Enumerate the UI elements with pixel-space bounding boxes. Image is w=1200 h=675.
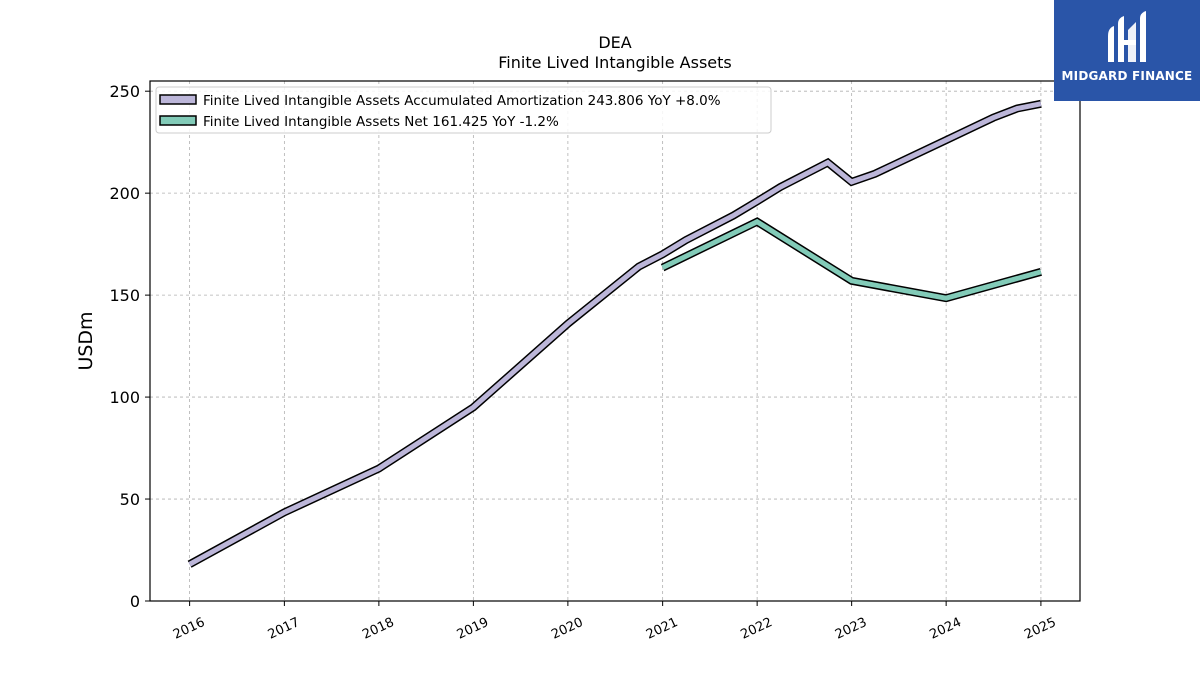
- data-point: [991, 116, 995, 120]
- y-tick-label: 0: [130, 592, 140, 611]
- data-point: [684, 238, 688, 242]
- legend-label: Finite Lived Intangible Assets Net 161.4…: [203, 114, 559, 130]
- x-tick-label: 2017: [266, 615, 302, 643]
- y-tick-label: 50: [120, 490, 140, 509]
- data-point: [637, 264, 641, 268]
- chart-title: DEA: [598, 33, 631, 52]
- data-point: [187, 562, 191, 566]
- data-point: [944, 296, 948, 300]
- y-tick-label: 150: [109, 286, 140, 305]
- data-point: [944, 138, 948, 142]
- data-point: [1039, 102, 1043, 106]
- midgard-logo-icon: [1108, 11, 1146, 62]
- series-line-1: [187, 99, 1043, 568]
- data-point: [826, 160, 830, 164]
- x-tick-label: 2019: [455, 615, 491, 643]
- data-point: [282, 510, 286, 514]
- x-tick-label: 2024: [927, 615, 963, 643]
- series-line-2: [660, 217, 1043, 303]
- series-stroke: [188, 101, 1042, 567]
- data-point: [849, 279, 853, 283]
- data-point: [849, 180, 853, 184]
- data-point: [1015, 106, 1019, 110]
- legend: Finite Lived Intangible Assets Accumulat…: [155, 86, 772, 134]
- logo-text: MIDGARD FINANCE: [1061, 69, 1193, 83]
- plot-area: [187, 99, 1043, 568]
- x-tick-label: 2018: [360, 615, 396, 643]
- data-point: [873, 172, 877, 176]
- grid: [150, 81, 1080, 602]
- legend-label: Finite Lived Intangible Assets Accumulat…: [203, 93, 721, 109]
- data-point: [755, 199, 759, 203]
- x-tick-label: 2020: [549, 615, 585, 643]
- x-tick-label: 2021: [644, 615, 680, 643]
- legend-box: [155, 86, 772, 134]
- y-tick-label: 200: [109, 184, 140, 203]
- plot-frame: [149, 80, 1081, 602]
- data-point: [660, 252, 664, 256]
- legend-swatch: [159, 115, 197, 126]
- x-tick-label: 2022: [738, 615, 774, 643]
- y-tick-label: 250: [109, 82, 140, 101]
- data-point: [471, 405, 475, 409]
- y-axis-label: USDm: [75, 311, 97, 370]
- legend-swatch: [159, 94, 197, 105]
- y-tick-label: 100: [109, 388, 140, 407]
- chart-subtitle: Finite Lived Intangible Assets: [498, 53, 731, 72]
- data-point: [731, 213, 735, 217]
- data-point: [1039, 270, 1043, 274]
- data-point: [778, 185, 782, 189]
- y-axis: 0 50 100 150 200 250: [109, 82, 150, 611]
- data-point: [377, 466, 381, 470]
- data-point: [660, 265, 664, 269]
- x-tick-label: 2025: [1022, 615, 1058, 643]
- logo: MIDGARD FINANCE: [1054, 0, 1200, 101]
- x-tick-label: 2016: [171, 615, 207, 643]
- x-axis: 2016 2017 2018 2019 2020 2021 2022 2023 2024 2025: [171, 601, 1059, 643]
- x-tick-label: 2023: [833, 615, 869, 643]
- data-point: [566, 321, 570, 325]
- series-stroke: [661, 218, 1042, 301]
- data-point: [755, 220, 759, 224]
